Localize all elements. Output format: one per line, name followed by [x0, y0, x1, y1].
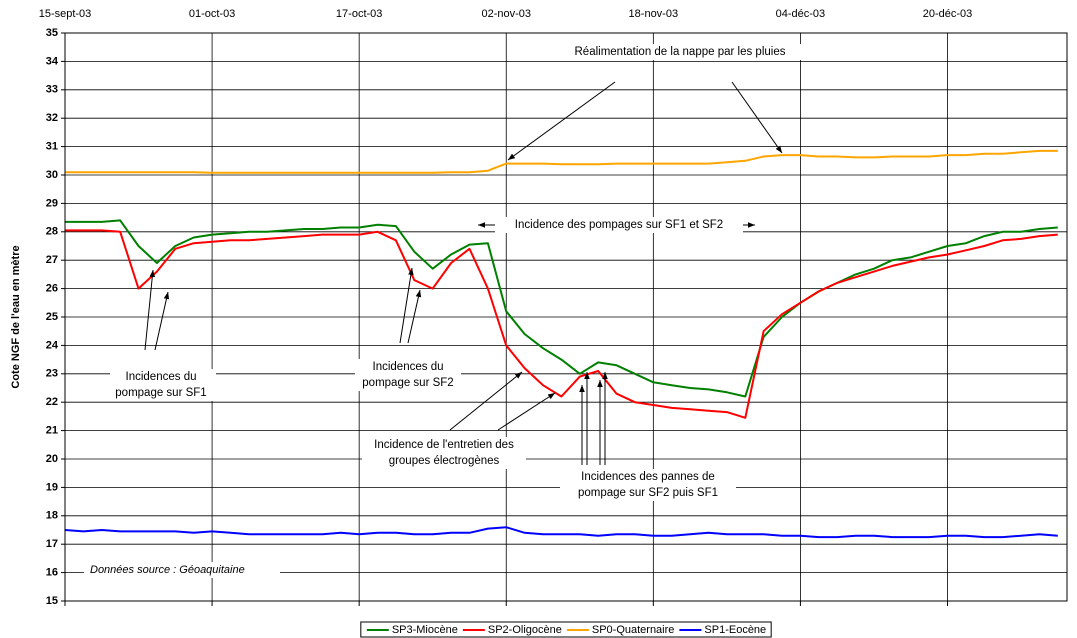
x-tick-label: 15-sept-03: [39, 8, 92, 20]
y-tick-label: 29: [46, 197, 58, 209]
y-tick-label: 17: [46, 538, 58, 550]
annotation: Données source : Géoaquitaine: [90, 564, 245, 576]
annotation: groupes électrogènes: [389, 455, 500, 467]
arrow: [731, 81, 783, 154]
annotation: Réalimentation de la nappe par les pluie…: [575, 46, 786, 58]
annotation-bg: [362, 437, 526, 469]
series-line: [64, 526, 1058, 539]
plot-frame: [64, 32, 1068, 602]
series-line: [65, 229, 1058, 419]
annotation: Incidence des pompages sur SF1 et SF2: [515, 219, 723, 231]
legend: SP3-Miocène SP2-Oligocène SP0-Quaternaire S…: [360, 621, 772, 638]
annotation: Incidence de l'entretien des: [374, 439, 514, 451]
legend-label: SP2-Oligocène: [488, 624, 562, 636]
y-tick-label: 28: [46, 226, 58, 238]
y-tick-label: 20: [46, 453, 58, 465]
arrow: [399, 267, 414, 344]
y-tick-label: 32: [46, 112, 58, 124]
y-tick-label: 27: [46, 254, 58, 266]
y-tick-label: 30: [46, 169, 58, 181]
y-tick-label: 26: [46, 283, 58, 295]
y-tick-label: 16: [46, 567, 58, 579]
annotation-bg: [495, 217, 743, 233]
y-tick-label: 35: [46, 27, 58, 39]
arrow: [407, 289, 422, 344]
series-line: [65, 219, 1058, 398]
annotation-bg: [560, 469, 736, 501]
y-tick-label: 23: [46, 368, 58, 380]
annotation: pompage sur SF2: [362, 377, 453, 389]
legend-label: SP1-Eocène: [704, 624, 766, 636]
annotation-bg: [548, 44, 812, 60]
annotation: Incidences du: [126, 371, 197, 383]
x-tick-label: 01-oct-03: [189, 8, 235, 20]
y-tick-label: 33: [46, 84, 58, 96]
arrow: [154, 291, 170, 351]
annotation: Incidences du: [373, 361, 444, 373]
annotation-bg: [84, 562, 280, 578]
annotation-bg: [110, 369, 216, 401]
y-tick-label: 19: [46, 481, 58, 493]
arrow: [507, 81, 616, 161]
x-tick-label: 17-oct-03: [336, 8, 382, 20]
x-tick-label: 18-nov-03: [629, 8, 679, 20]
x-tick-label: 20-déc-03: [923, 8, 973, 20]
legend-label: SP3-Miocène: [392, 624, 458, 636]
arrow: [449, 371, 523, 431]
annotations: Réalimentation de la nappe par les pluie…: [84, 44, 812, 578]
x-tick-label: 02-nov-03: [481, 8, 531, 20]
x-tick-label: 04-déc-03: [776, 8, 826, 20]
annotation: Incidences des pannes de: [581, 471, 715, 483]
y-tick-label: 15: [46, 595, 58, 607]
y-tick-label: 24: [46, 339, 59, 351]
y-tick-label: 34: [46, 55, 59, 67]
y-tick-label: 25: [46, 311, 58, 323]
y-axis-label: Cote NGF de l'eau en mètre: [10, 245, 22, 388]
y-tick-label: 22: [46, 396, 58, 408]
y-tick-label: 21: [46, 425, 58, 437]
arrow: [144, 269, 156, 351]
series-line: [65, 149, 1058, 174]
legend-label: SP0-Quaternaire: [592, 624, 675, 636]
annotation-bg: [355, 359, 461, 391]
annotation: pompage sur SF2 puis SF1: [578, 487, 718, 499]
annotation: pompage sur SF1: [115, 387, 206, 399]
legend-box: [360, 621, 772, 638]
y-tick-label: 31: [46, 141, 58, 153]
arrow: [497, 392, 556, 431]
y-tick-label: 18: [46, 510, 58, 522]
plot-lines: [64, 149, 1058, 539]
